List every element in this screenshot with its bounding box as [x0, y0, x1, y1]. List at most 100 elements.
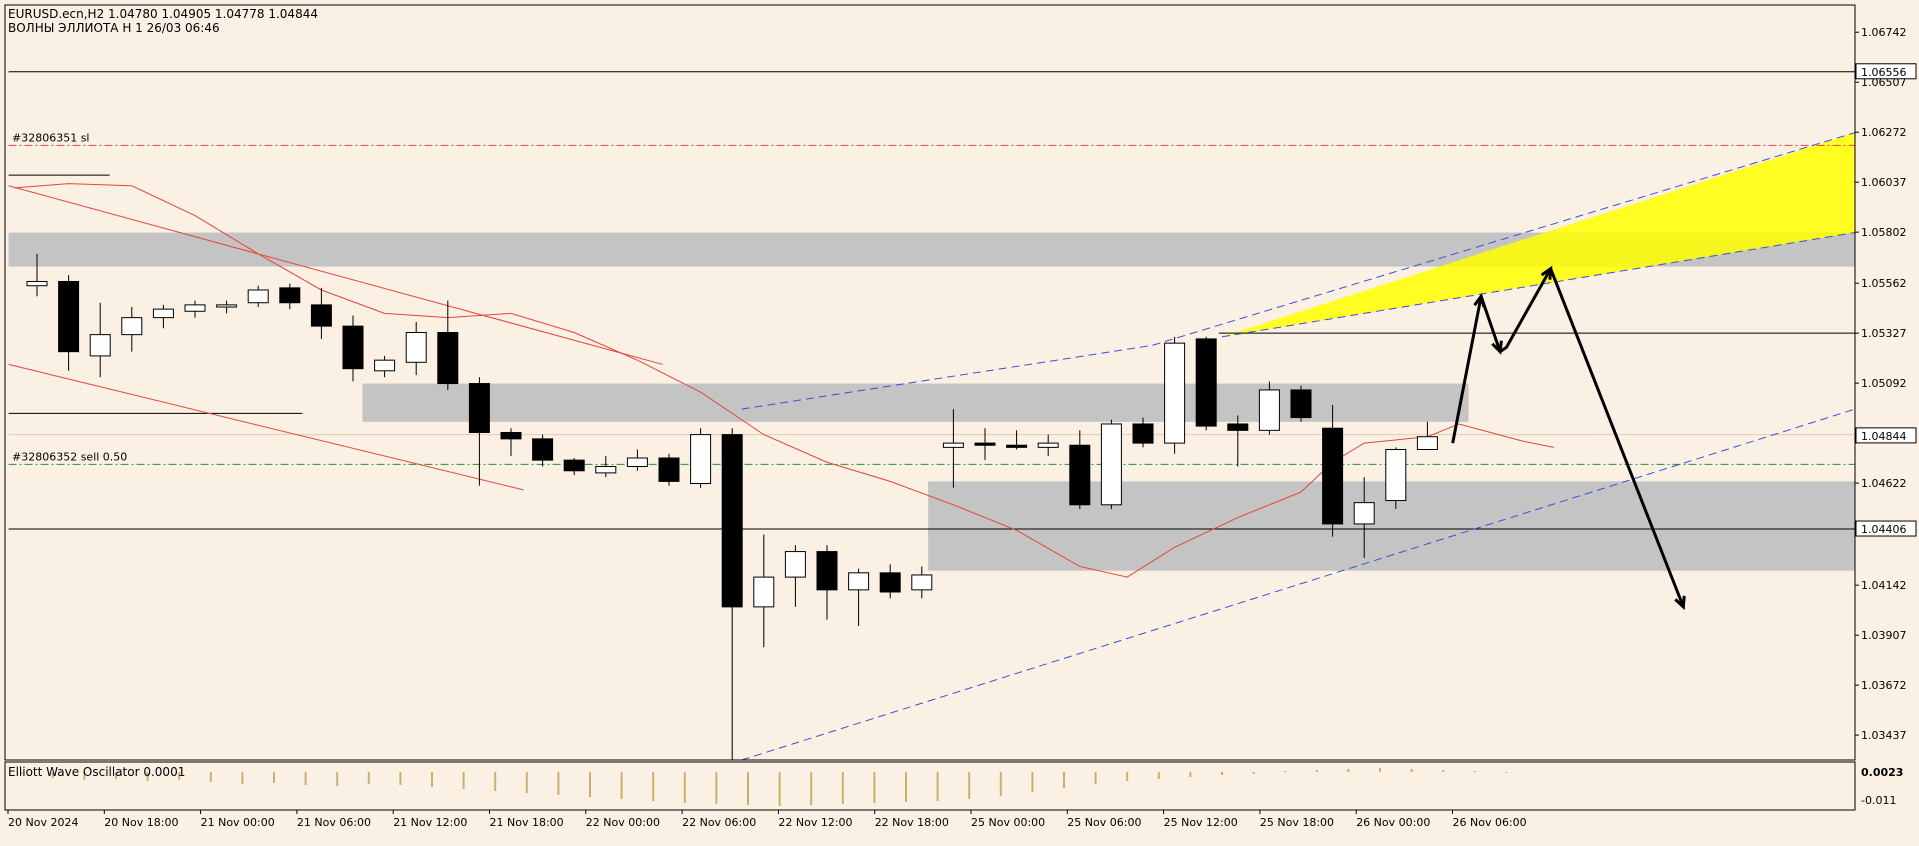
- oscillator-bar: [652, 772, 655, 801]
- candle-body-bear: [342, 325, 364, 370]
- x-tick-label: 25 Nov 06:00: [1067, 816, 1141, 829]
- candle-body-bear: [816, 551, 838, 591]
- y-tick-label: 1.06272: [1861, 126, 1907, 139]
- candle-body-bear: [1322, 427, 1344, 525]
- price-pane-frame: [4, 4, 1856, 761]
- candle[interactable]: [26, 253, 48, 297]
- candle[interactable]: [279, 283, 301, 310]
- oscillator-bar: [1505, 772, 1508, 773]
- arrowhead-down-2: [1674, 595, 1686, 611]
- candle[interactable]: [1132, 417, 1154, 448]
- candle[interactable]: [1290, 385, 1312, 422]
- candle-body-bull: [784, 551, 806, 578]
- candle[interactable]: [405, 321, 427, 376]
- x-tick-label: 21 Nov 06:00: [297, 816, 371, 829]
- candle[interactable]: [437, 300, 459, 390]
- candle-body-bull: [942, 442, 964, 448]
- oscillator-bar: [1189, 772, 1192, 777]
- oscillator-pane-frame: [4, 761, 1856, 811]
- candle-body-bear: [500, 431, 522, 440]
- candle-body-bear: [879, 572, 901, 593]
- candle[interactable]: [500, 428, 522, 456]
- oscillator-bar: [1157, 772, 1160, 779]
- candle[interactable]: [468, 377, 490, 486]
- candle[interactable]: [58, 275, 80, 371]
- y-tick-label: 1.06507: [1861, 76, 1907, 89]
- oscillator-pane[interactable]: [20, 768, 1508, 806]
- oscillator-bar: [841, 772, 844, 804]
- candle[interactable]: [690, 428, 712, 488]
- candle[interactable]: [184, 300, 206, 318]
- candle[interactable]: [753, 534, 775, 648]
- candle[interactable]: [247, 285, 269, 307]
- x-tick-label: 20 Nov 18:00: [104, 816, 178, 829]
- candle-body-bear: [721, 434, 743, 608]
- candle[interactable]: [1353, 477, 1375, 558]
- candle[interactable]: [879, 564, 901, 599]
- candle-body-bear: [468, 383, 490, 433]
- trend-line-0[interactable]: [8, 185, 663, 365]
- candle[interactable]: [1100, 419, 1122, 510]
- candle[interactable]: [1006, 430, 1028, 450]
- candle[interactable]: [1195, 336, 1217, 431]
- candle-body-bull: [89, 334, 111, 357]
- oscillator-bar: [557, 772, 560, 795]
- candle-body-bear: [279, 287, 301, 304]
- candle[interactable]: [216, 300, 238, 314]
- candle[interactable]: [974, 428, 996, 461]
- candle[interactable]: [1416, 421, 1438, 450]
- candle[interactable]: [310, 287, 332, 339]
- oscillator-bar: [83, 772, 86, 780]
- oscillator-bar: [778, 772, 781, 806]
- candle[interactable]: [563, 458, 585, 476]
- x-tick-label: 20 Nov 2024: [8, 816, 78, 829]
- candle[interactable]: [1164, 336, 1186, 454]
- candle[interactable]: [1322, 404, 1344, 537]
- price-pane[interactable]: #32806351 sl #32806352 sell 0.50: [8, 71, 1856, 761]
- candle[interactable]: [1258, 381, 1280, 435]
- x-tick-label: 21 Nov 00:00: [201, 816, 275, 829]
- oscillator-bar: [462, 772, 465, 789]
- candle[interactable]: [626, 449, 648, 471]
- oscillator-bar: [241, 772, 244, 784]
- x-tick-label: 22 Nov 06:00: [682, 816, 756, 829]
- candle[interactable]: [721, 428, 743, 760]
- trend-line-1[interactable]: [8, 363, 524, 491]
- trend-line-4[interactable]: [1152, 132, 1856, 346]
- candle-body-bear: [532, 438, 554, 461]
- candle[interactable]: [595, 455, 617, 478]
- candle[interactable]: [1385, 447, 1407, 510]
- candle[interactable]: [152, 304, 174, 329]
- candle[interactable]: [1069, 430, 1091, 510]
- candle-body-bull: [1353, 502, 1375, 525]
- candle-body-bull: [1385, 448, 1407, 502]
- candle[interactable]: [816, 545, 838, 620]
- candle[interactable]: [89, 302, 111, 378]
- oscillator-bar: [715, 772, 718, 804]
- candle[interactable]: [848, 568, 870, 627]
- candle-body-bull: [1037, 442, 1059, 448]
- candle-body-bull: [247, 289, 269, 304]
- candle[interactable]: [374, 355, 396, 378]
- oscillator-bar: [1126, 772, 1129, 781]
- candle[interactable]: [1037, 434, 1059, 456]
- oscillator-axis-label: -0.011: [1861, 794, 1896, 807]
- trend-line-3[interactable]: [741, 344, 1153, 410]
- candle[interactable]: [532, 434, 554, 467]
- candle[interactable]: [911, 566, 933, 599]
- candle[interactable]: [121, 307, 143, 352]
- oscillator-bar: [304, 772, 307, 785]
- candle-body-bear: [1069, 444, 1091, 506]
- candle-body-bear: [310, 304, 332, 327]
- x-tick-label: 25 Nov 12:00: [1164, 816, 1238, 829]
- arrowhead-up-2: [1540, 265, 1553, 280]
- candle-body-bear: [437, 332, 459, 385]
- candle[interactable]: [658, 453, 680, 486]
- trend-line-5[interactable]: [1221, 232, 1856, 338]
- candle[interactable]: [1227, 415, 1249, 467]
- candle[interactable]: [784, 545, 806, 607]
- candle[interactable]: [342, 315, 364, 382]
- candle[interactable]: [942, 409, 964, 488]
